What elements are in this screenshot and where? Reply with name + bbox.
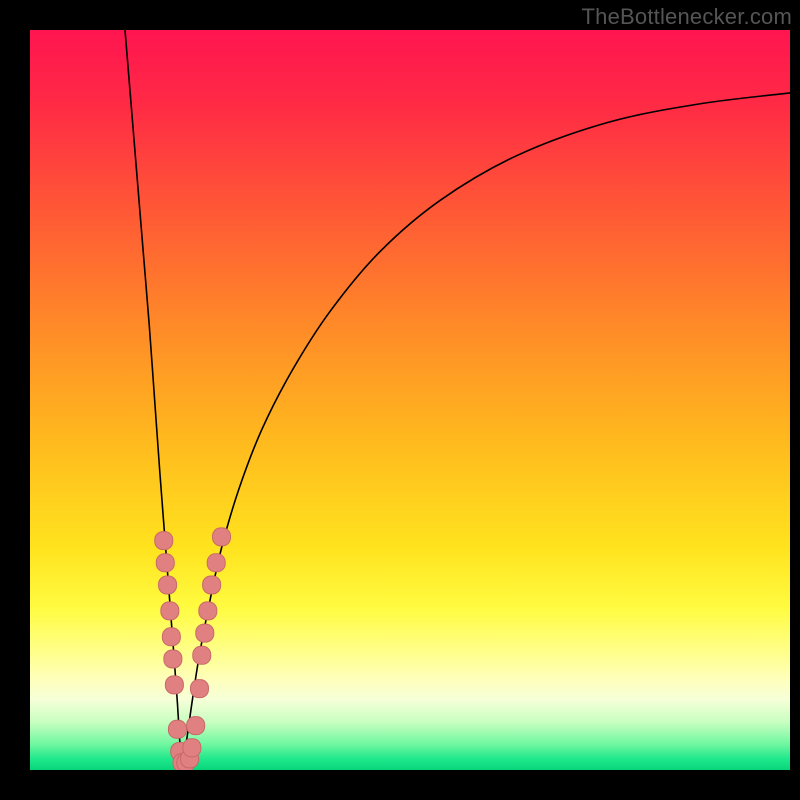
- scatter-marker: [168, 720, 186, 738]
- scatter-marker: [207, 554, 225, 572]
- scatter-marker: [165, 676, 183, 694]
- scatter-marker: [213, 528, 231, 546]
- scatter-marker: [164, 650, 182, 668]
- scatter-marker: [199, 602, 217, 620]
- scatter-marker: [190, 680, 208, 698]
- scatter-marker: [187, 717, 205, 735]
- scatter-marker: [161, 602, 179, 620]
- plot-region: [30, 30, 790, 770]
- curve-right-branch: [182, 93, 790, 766]
- chart-root: TheBottlenecker.com: [0, 0, 800, 800]
- scatter-marker: [159, 576, 177, 594]
- watermark-source-label: TheBottlenecker.com: [582, 4, 792, 30]
- scatter-marker: [183, 739, 201, 757]
- scatter-marker: [162, 628, 180, 646]
- scatter-marker: [193, 646, 211, 664]
- scatter-marker: [203, 576, 221, 594]
- scatter-marker: [196, 624, 214, 642]
- scatter-marker: [155, 532, 173, 550]
- curves-layer: [30, 30, 790, 770]
- scatter-marker: [156, 554, 174, 572]
